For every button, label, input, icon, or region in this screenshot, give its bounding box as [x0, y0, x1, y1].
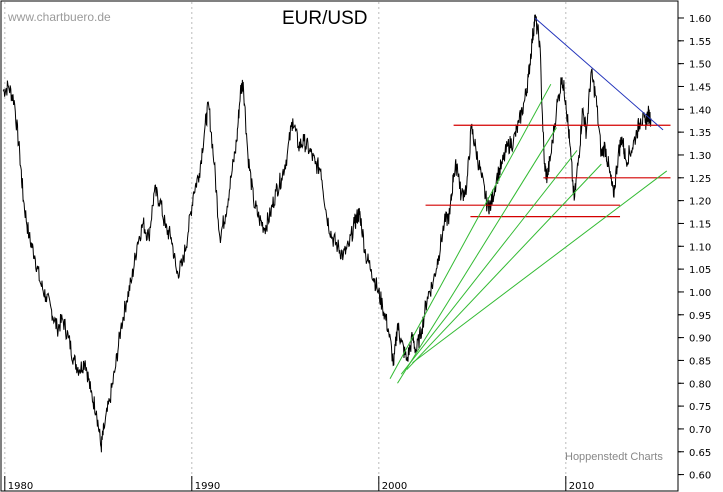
- axis-layer: 1980 1990 2000 2010 0.60 0.65 0.70 0.75 0.80 0.85…: [4, 14, 711, 492]
- y-tick-label: 1.50: [689, 60, 711, 71]
- y-tick-label: 0.65: [689, 448, 711, 459]
- price-series-line: [2, 14, 652, 453]
- y-tick-label: 1.40: [689, 105, 711, 116]
- price-layer: [2, 14, 652, 453]
- y-tick-label: 1.15: [689, 219, 711, 230]
- y-tick-label: 0.60: [689, 471, 711, 482]
- y-tick-label: 1.30: [689, 151, 711, 162]
- watermark: www.chartbuero.de: [8, 10, 111, 24]
- y-tick-label: 1.05: [689, 265, 711, 276]
- x-tick-label: 2010: [569, 481, 594, 492]
- chart-credit: Hoppenstedt Charts: [565, 451, 663, 463]
- y-tick-label: 1.45: [689, 82, 711, 93]
- y-tick-label: 0.75: [689, 402, 711, 413]
- fan-trendline: [397, 127, 557, 384]
- y-tick-label: 0.95: [689, 311, 711, 322]
- y-tick-label: 1.25: [689, 174, 711, 185]
- y-tick-label: 1.35: [689, 128, 711, 139]
- fan-trendline: [406, 163, 602, 370]
- y-tick-label: 0.70: [689, 425, 711, 436]
- fan-trendline: [389, 83, 552, 379]
- x-tick-label: 1990: [195, 481, 220, 492]
- chart-title: EUR/USD: [282, 8, 368, 29]
- y-tick-label: 1.20: [689, 197, 711, 208]
- y-tick-label: 1.10: [689, 242, 711, 253]
- y-tick-label: 0.80: [689, 379, 711, 390]
- chart-frame: [0, 0, 679, 492]
- y-tick-label: 0.90: [689, 334, 711, 345]
- x-tick-label: 1980: [8, 481, 33, 492]
- fan-trendline: [412, 170, 668, 364]
- y-tick-label: 1.00: [689, 288, 711, 299]
- x-tick-label: 2000: [382, 481, 407, 492]
- grid-layer: [4, 2, 567, 486]
- fan-trendline: [400, 150, 578, 375]
- y-tick-label: 1.55: [689, 37, 711, 48]
- y-tick-label: 1.60: [689, 14, 711, 25]
- downtrend-line: [534, 17, 664, 131]
- y-tick-label: 0.85: [689, 356, 711, 367]
- trendline-layer: [389, 17, 671, 384]
